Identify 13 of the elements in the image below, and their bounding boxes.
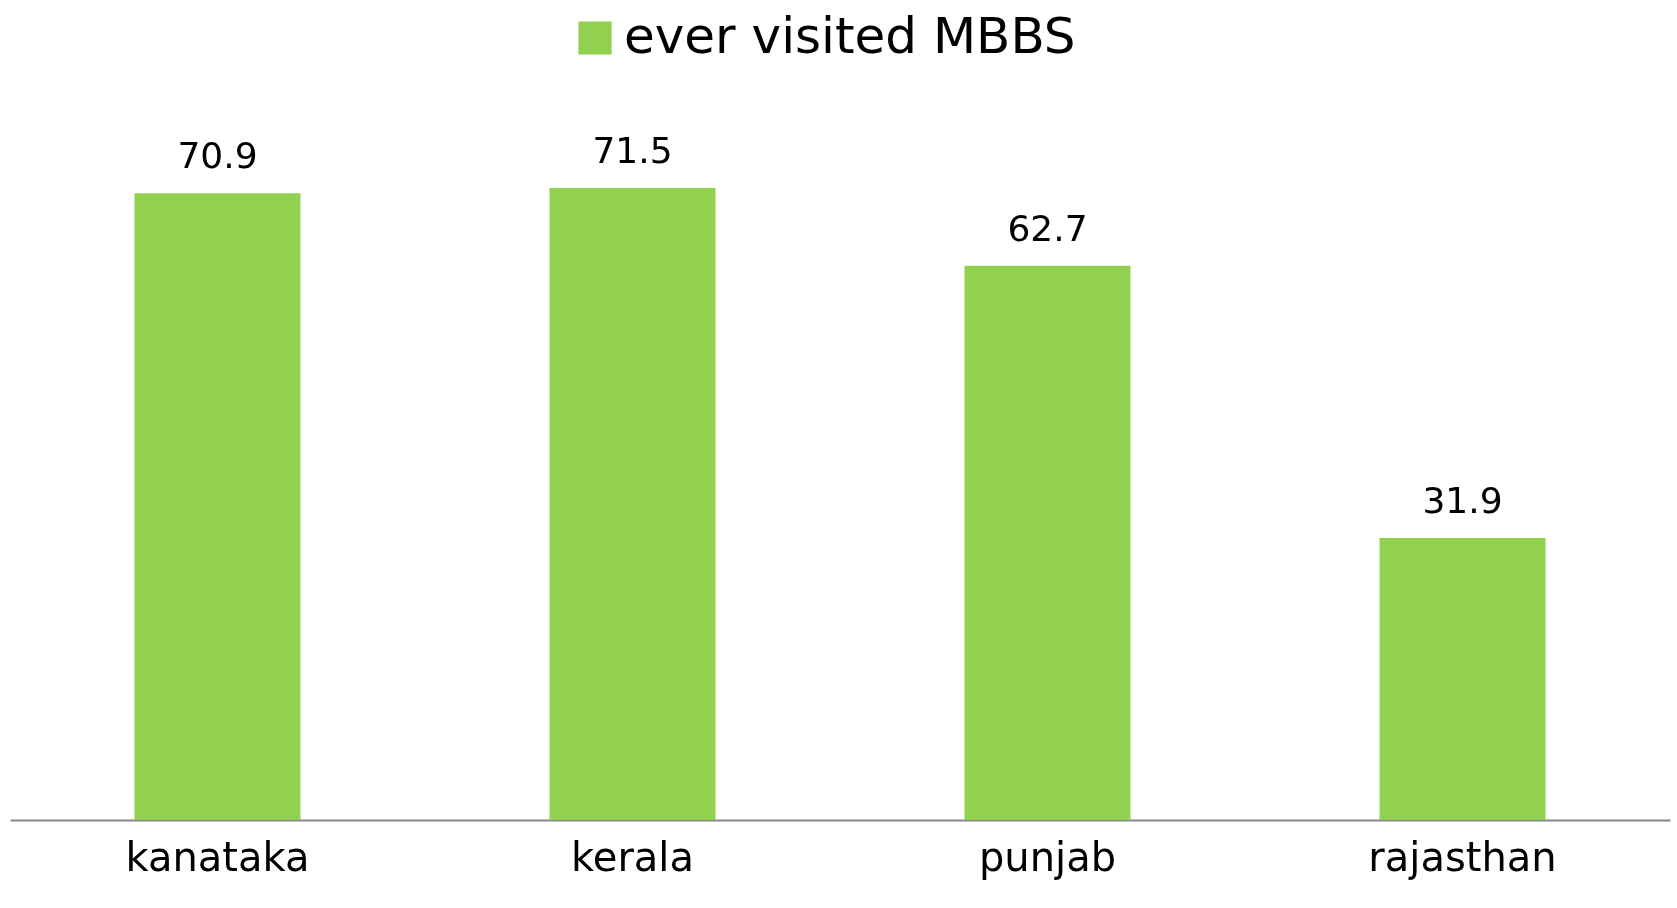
bar (134, 193, 301, 820)
bar (1379, 538, 1546, 820)
x-tick-label: rajasthan (1368, 833, 1557, 880)
legend-label: ever visited MBBS (624, 7, 1076, 65)
bar (549, 188, 716, 820)
bar (964, 265, 1131, 820)
data-label: 62.7 (1007, 207, 1088, 249)
data-label: 31.9 (1422, 480, 1503, 522)
x-tick-label: kanataka (125, 833, 310, 880)
data-label: 71.5 (592, 130, 673, 171)
x-tick-label: kerala (571, 833, 694, 880)
x-tick-label: punjab (978, 833, 1117, 880)
data-label: 70.9 (177, 135, 258, 177)
